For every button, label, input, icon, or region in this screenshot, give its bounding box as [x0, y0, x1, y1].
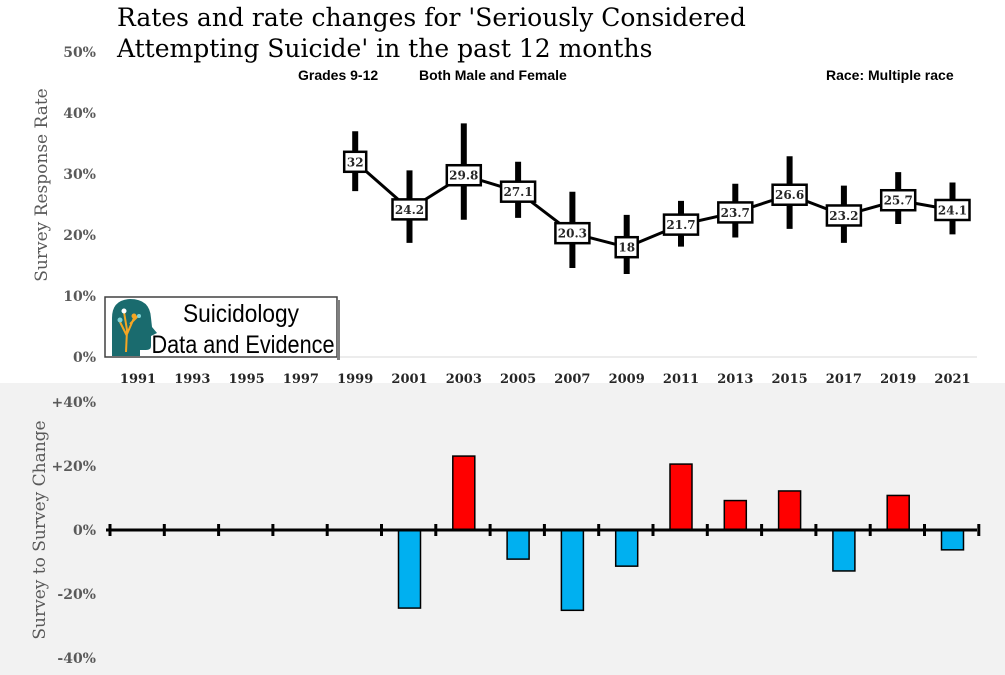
x-tick-label: 1999: [337, 372, 373, 387]
data-label-box: [771, 183, 808, 206]
x-tick-label: 1997: [283, 372, 319, 387]
increase-bar: [886, 494, 910, 531]
data-label: 32: [347, 155, 364, 169]
data-point-marker: 18: [614, 235, 639, 259]
bottom-y-tick-label: 0%: [73, 523, 96, 539]
data-point-marker: 27.1: [499, 180, 537, 203]
data-label-box: [342, 150, 368, 174]
bottom-y-tick-label: +20%: [51, 459, 96, 475]
sex-subtitle: Both Male and Female: [419, 67, 567, 83]
decrease-bar: [560, 529, 585, 612]
x-tick-label: 2015: [772, 372, 808, 387]
x-tick-label: 2011: [663, 372, 699, 387]
decrease-bar: [614, 529, 639, 567]
data-point-marker: 25.7: [879, 188, 917, 212]
data-label: 27.1: [503, 185, 532, 199]
bottom-y-tick-label: -20%: [57, 587, 96, 603]
data-label: 23.2: [829, 209, 858, 223]
data-label: 24.1: [938, 203, 967, 217]
suicidology-logo: Suicidology Data and Evidence: [104, 296, 340, 360]
x-tick-label: 2001: [391, 372, 427, 387]
data-point-marker: 23.2: [825, 204, 863, 227]
data-point-marker: 24.2: [391, 198, 428, 221]
decrease-bar: [940, 529, 965, 551]
x-tick-label: 2005: [500, 372, 536, 387]
data-label: 26.6: [775, 188, 804, 202]
bottom-y-tick-label: -40%: [57, 651, 96, 667]
data-label: 21.7: [666, 218, 695, 232]
data-point-marker: 21.7: [662, 213, 700, 236]
data-label-box: [825, 204, 863, 227]
top-y-tick-label: 50%: [63, 45, 96, 61]
data-label: 24.2: [395, 203, 424, 217]
data-label: 23.7: [721, 206, 750, 220]
rate-series-line: [354, 160, 953, 249]
x-tick-label: 2003: [446, 372, 482, 387]
chart-title-line-2: Attempting Suicide' in the past 12 month…: [116, 34, 652, 63]
x-tick-label: 1995: [229, 372, 265, 387]
increase-bar: [452, 455, 476, 531]
x-tick-label: 2019: [880, 372, 916, 387]
data-point-marker: 29.8: [445, 163, 483, 187]
data-label: 25.7: [884, 194, 913, 208]
data-label-box: [445, 163, 483, 187]
x-tick-label: 1991: [120, 372, 156, 387]
bottom-y-axis-label: Survey to Survey Change: [30, 420, 50, 639]
x-tick-label: 1993: [174, 372, 210, 387]
data-label-box: [614, 235, 639, 259]
logo-shadow: [337, 300, 340, 360]
top-y-tick-label: 30%: [63, 167, 96, 183]
data-point-marker: 20.3: [554, 221, 591, 245]
data-label-box: [717, 201, 754, 224]
bottom-y-tick-label: +40%: [51, 395, 96, 411]
data-point-marker: 23.7: [717, 201, 754, 224]
data-label-box: [499, 180, 537, 203]
x-tick-label: 2013: [717, 372, 753, 387]
x-tick-label: 2009: [609, 372, 645, 387]
top-y-axis-label: Survey Response Rate: [32, 88, 52, 281]
data-label: 20.3: [558, 227, 587, 241]
data-label-box: [662, 213, 700, 236]
data-label: 18: [618, 241, 635, 255]
x-tick-label: 2017: [826, 372, 862, 387]
decrease-bar: [397, 529, 422, 609]
logo-text-line-2: Data and Evidence: [152, 331, 335, 359]
data-label-box: [391, 198, 428, 221]
grades-subtitle: Grades 9-12: [298, 67, 378, 83]
data-label-box: [554, 221, 591, 245]
data-label-box: [879, 188, 917, 212]
increase-bar: [669, 463, 693, 531]
top-y-tick-label: 0%: [73, 350, 96, 366]
head-tree-icon: [112, 299, 157, 356]
top-y-tick-label: 20%: [63, 228, 96, 244]
logo-text-line-1: Suicidology: [183, 300, 299, 328]
chart-title-line-1: Rates and rate changes for 'Seriously Co…: [117, 3, 746, 32]
x-tick-label: 2007: [554, 372, 590, 387]
increase-bar: [723, 499, 748, 531]
data-label-box: [934, 198, 971, 222]
data-label: 29.8: [449, 169, 478, 183]
data-point-marker: 24.1: [934, 198, 971, 222]
top-y-tick-label: 40%: [63, 106, 96, 122]
top-y-tick-label: 10%: [63, 289, 96, 305]
increase-bar: [777, 490, 802, 531]
race-subtitle: Race: Multiple race: [826, 67, 954, 83]
decrease-bar: [832, 529, 856, 572]
decrease-bar: [506, 529, 530, 560]
data-point-marker: 32: [342, 150, 368, 174]
data-point-marker: 26.6: [771, 183, 808, 206]
x-tick-label: 2021: [934, 372, 970, 387]
